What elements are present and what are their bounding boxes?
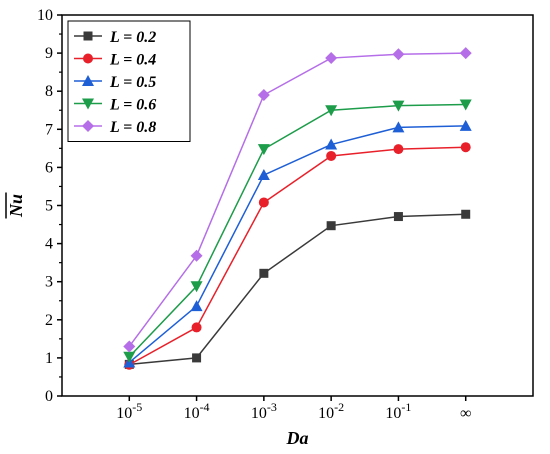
y-tick-label: 10 <box>37 7 53 24</box>
data-point <box>461 209 471 219</box>
y-axis-title: Nu <box>6 194 26 218</box>
y-tick-label: 1 <box>45 350 53 367</box>
y-axis-title-group: Nu <box>5 192 26 219</box>
y-axis: 0 1 2 3 4 5 6 7 8 9 10 <box>37 7 62 405</box>
legend-item: L = 0.8 <box>74 119 156 136</box>
series-line <box>128 103 466 358</box>
y-tick-label: 0 <box>45 388 53 405</box>
data-point <box>259 268 269 278</box>
legend-label: L = 0.2 <box>109 29 156 46</box>
legend-item: L = 0.2 <box>74 29 156 46</box>
y-tick-label: 9 <box>45 45 53 62</box>
legend-label: L = 0.5 <box>109 74 156 91</box>
data-point <box>190 281 203 293</box>
data-point <box>257 89 270 102</box>
x-axis: 10-5 10-4 10-3 10-2 10-1 ∞ <box>116 396 471 422</box>
y-tick-label: 4 <box>45 236 53 253</box>
data-point <box>392 121 405 133</box>
series-3 <box>123 119 472 368</box>
x-tick-label: ∞ <box>460 405 471 422</box>
data-point <box>190 300 203 312</box>
legend-marker <box>82 120 94 132</box>
legend: L = 0.2 L = 0.4 L = 0.5 L = 0.6 L = 0.8 <box>67 20 191 142</box>
data-point <box>325 105 338 117</box>
series-5 <box>123 47 472 353</box>
legend-label: L = 0.4 <box>109 52 156 69</box>
legend-item: L = 0.4 <box>74 52 156 69</box>
data-point <box>460 142 471 153</box>
series-line <box>128 125 466 364</box>
data-point <box>191 322 202 333</box>
data-point <box>326 150 337 161</box>
data-point <box>393 212 403 222</box>
data-point <box>326 221 336 231</box>
data-point <box>325 52 338 65</box>
data-point <box>123 351 136 363</box>
data-point <box>257 169 270 181</box>
data-point <box>392 48 405 61</box>
x-tick-label: 10-5 <box>116 400 142 422</box>
x-axis-title: Da <box>286 428 309 448</box>
data-point <box>459 99 472 111</box>
data-point <box>190 249 203 262</box>
series-line <box>129 213 466 366</box>
data-point <box>325 138 338 150</box>
data-point <box>392 100 405 112</box>
data-point <box>459 47 472 60</box>
legend-item: L = 0.5 <box>74 74 156 91</box>
data-point <box>459 119 472 131</box>
legend-marker <box>82 75 94 86</box>
data-point <box>192 353 202 363</box>
series-2 <box>124 142 471 370</box>
x-tick-label: 10-2 <box>318 400 344 422</box>
legend-label: L = 0.8 <box>109 119 156 136</box>
legend-label: L = 0.6 <box>109 97 156 114</box>
y-tick-label: 2 <box>45 312 53 329</box>
series-line <box>128 52 466 347</box>
legend-item: L = 0.6 <box>74 97 156 114</box>
x-tick-label: 10-3 <box>251 400 277 422</box>
series-layer <box>123 47 472 370</box>
y-tick-label: 6 <box>45 159 53 176</box>
series-1 <box>124 209 471 369</box>
y-tick-label: 3 <box>45 274 53 291</box>
legend-marker <box>83 53 93 64</box>
y-tick-label: 7 <box>45 121 53 138</box>
data-point <box>258 197 269 208</box>
x-tick-label: 10-1 <box>385 400 411 422</box>
legend-marker <box>82 98 94 110</box>
series-line <box>128 146 466 366</box>
series-4 <box>123 99 472 363</box>
x-tick-label: 10-4 <box>184 400 210 422</box>
y-tick-label: 5 <box>45 198 53 215</box>
data-point <box>257 144 270 156</box>
data-point <box>123 340 136 353</box>
y-tick-label: 8 <box>45 83 53 100</box>
legend-marker <box>83 31 93 41</box>
data-point <box>393 144 404 155</box>
